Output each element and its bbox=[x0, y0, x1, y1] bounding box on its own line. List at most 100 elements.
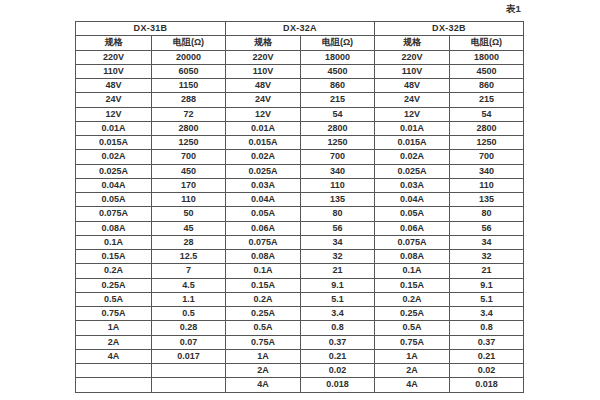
spec-cell: 220V bbox=[76, 50, 152, 64]
spec-cell: 48V bbox=[76, 79, 152, 93]
resistance-spec-table: DX-31B DX-32A DX-32B 规格 电阻(Ω) 规格 电阻(Ω) 规… bbox=[75, 21, 524, 393]
resistance-cell: 340 bbox=[301, 164, 375, 178]
group-header-dx32a: DX-32A bbox=[226, 22, 375, 36]
resistance-cell: 340 bbox=[450, 164, 524, 178]
table-row: 0.025A4500.025A3400.025A340 bbox=[76, 164, 524, 178]
resistance-cell: 21 bbox=[301, 264, 375, 278]
resistance-cell: 0.5 bbox=[152, 307, 226, 321]
spec-cell: 220V bbox=[375, 50, 450, 64]
resistance-cell: 34 bbox=[301, 235, 375, 249]
spec-cell: 0.5A bbox=[226, 321, 301, 335]
spec-cell: 0.02A bbox=[76, 150, 152, 164]
resistance-cell: 18000 bbox=[450, 50, 524, 64]
resistance-cell: 7 bbox=[152, 264, 226, 278]
spec-cell: 0.15A bbox=[375, 278, 450, 292]
resistance-cell: 288 bbox=[152, 93, 226, 107]
spec-cell: 4A bbox=[375, 378, 450, 392]
table-row: 2A0.022A0.02 bbox=[76, 364, 524, 378]
resistance-cell: 0.018 bbox=[450, 378, 524, 392]
table-row: 0.02A7000.02A7000.02A700 bbox=[76, 150, 524, 164]
spec-cell: 0.1A bbox=[226, 264, 301, 278]
spec-cell: 0.025A bbox=[76, 164, 152, 178]
table-row: 1A0.280.5A0.80.5A0.8 bbox=[76, 321, 524, 335]
spec-cell: 0.05A bbox=[76, 193, 152, 207]
spec-cell: 0.75A bbox=[76, 307, 152, 321]
spec-cell: 0.25A bbox=[226, 307, 301, 321]
spec-cell: 0.08A bbox=[76, 221, 152, 235]
table-row: 48V115048V86048V860 bbox=[76, 79, 524, 93]
resistance-cell: 80 bbox=[301, 207, 375, 221]
resistance-cell: 3.4 bbox=[301, 307, 375, 321]
resistance-cell: 34 bbox=[450, 235, 524, 249]
spec-cell: 0.01A bbox=[76, 121, 152, 135]
spec-cell: 0.015A bbox=[226, 136, 301, 150]
spec-cell: 0.03A bbox=[226, 178, 301, 192]
table-row: 0.2A70.1A210.1A21 bbox=[76, 264, 524, 278]
resistance-cell: 50 bbox=[152, 207, 226, 221]
resistance-cell: 0.07 bbox=[152, 335, 226, 349]
group-header-dx32b: DX-32B bbox=[375, 22, 524, 36]
spec-cell: 0.08A bbox=[375, 250, 450, 264]
spec-cell: 0.015A bbox=[375, 136, 450, 150]
spec-cell: 220V bbox=[226, 50, 301, 64]
spec-cell: 0.2A bbox=[76, 264, 152, 278]
resistance-cell: 215 bbox=[450, 93, 524, 107]
resistance-cell: 6050 bbox=[152, 64, 226, 78]
spec-cell: 0.15A bbox=[76, 250, 152, 264]
resistance-cell bbox=[152, 364, 226, 378]
resistance-cell: 32 bbox=[301, 250, 375, 264]
spec-cell: 110V bbox=[76, 64, 152, 78]
spec-cell: 0.1A bbox=[76, 235, 152, 249]
spec-cell: 0.01A bbox=[226, 121, 301, 135]
spec-cell: 0.05A bbox=[226, 207, 301, 221]
resistance-cell: 0.37 bbox=[301, 335, 375, 349]
resistance-cell: 21 bbox=[450, 264, 524, 278]
spec-cell: 24V bbox=[226, 93, 301, 107]
spec-cell: 12V bbox=[76, 107, 152, 121]
resistance-cell: 1250 bbox=[152, 136, 226, 150]
spec-cell: 0.03A bbox=[375, 178, 450, 192]
resistance-cell: 9.1 bbox=[450, 278, 524, 292]
col-header-resistance-dx31b: 电阻(Ω) bbox=[152, 36, 226, 50]
table-row: 0.04A1700.03A1100.03A110 bbox=[76, 178, 524, 192]
resistance-cell: 5.1 bbox=[301, 292, 375, 306]
resistance-cell: 4.5 bbox=[152, 278, 226, 292]
spec-cell: 0.25A bbox=[76, 278, 152, 292]
spec-cell: 0.25A bbox=[375, 307, 450, 321]
resistance-cell: 54 bbox=[301, 107, 375, 121]
resistance-cell: 700 bbox=[301, 150, 375, 164]
col-header-resistance-dx32a: 电阻(Ω) bbox=[301, 36, 375, 50]
resistance-cell: 1.1 bbox=[152, 292, 226, 306]
resistance-cell: 2800 bbox=[152, 121, 226, 135]
table-row: 220V20000220V18000220V18000 bbox=[76, 50, 524, 64]
resistance-cell: 700 bbox=[152, 150, 226, 164]
spec-cell: 0.05A bbox=[375, 207, 450, 221]
page-canvas: 表1 DX-31B DX-32A DX-32B 规格 电阻(Ω) 规格 电阻(Ω… bbox=[0, 0, 600, 400]
table-row: 0.05A1100.04A1350.04A135 bbox=[76, 193, 524, 207]
resistance-cell: 0.02 bbox=[450, 364, 524, 378]
table-row: 4A0.0171A0.211A0.21 bbox=[76, 349, 524, 363]
spec-cell: 0.08A bbox=[226, 250, 301, 264]
spec-cell bbox=[76, 378, 152, 392]
resistance-cell: 18000 bbox=[301, 50, 375, 64]
spec-cell: 12V bbox=[375, 107, 450, 121]
table-row: 4A0.0184A0.018 bbox=[76, 378, 524, 392]
resistance-cell: 0.8 bbox=[450, 321, 524, 335]
resistance-cell: 1250 bbox=[301, 136, 375, 150]
column-header-row: 规格 电阻(Ω) 规格 电阻(Ω) 规格 电阻(Ω) bbox=[76, 36, 524, 50]
resistance-cell: 2800 bbox=[301, 121, 375, 135]
spec-cell: 0.2A bbox=[226, 292, 301, 306]
resistance-cell: 860 bbox=[450, 79, 524, 93]
spec-cell: 0.5A bbox=[375, 321, 450, 335]
table-row: 0.5A1.10.2A5.10.2A5.1 bbox=[76, 292, 524, 306]
spec-cell: 4A bbox=[76, 349, 152, 363]
col-header-spec-dx32b: 规格 bbox=[375, 36, 450, 50]
resistance-cell: 110 bbox=[301, 178, 375, 192]
spec-cell: 0.06A bbox=[226, 221, 301, 235]
spec-cell: 0.1A bbox=[375, 264, 450, 278]
group-header-dx31b: DX-31B bbox=[76, 22, 226, 36]
spec-cell: 48V bbox=[375, 79, 450, 93]
resistance-cell: 0.28 bbox=[152, 321, 226, 335]
table-caption: 表1 bbox=[75, 3, 521, 16]
spec-cell: 0.75A bbox=[375, 335, 450, 349]
